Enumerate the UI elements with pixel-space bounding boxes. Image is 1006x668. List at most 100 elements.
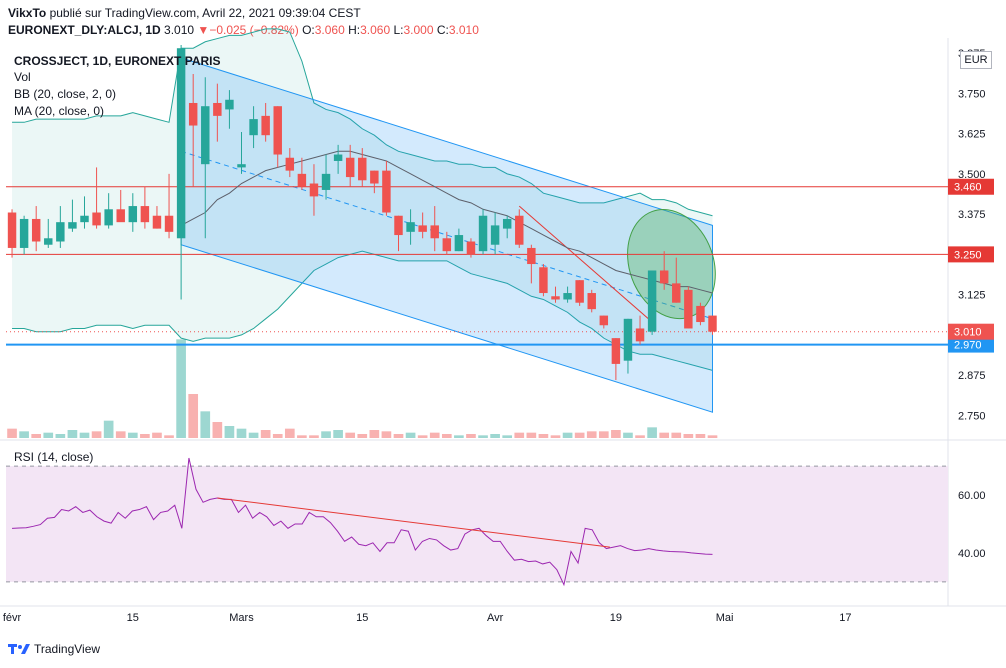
price-tick-label: 3.750 bbox=[958, 88, 986, 100]
level-label-bg-0 bbox=[948, 178, 994, 195]
low-value: 3.000 bbox=[403, 23, 434, 37]
legend-ma[interactable]: MA (20, close, 0) bbox=[14, 104, 105, 118]
volume-bar bbox=[586, 431, 597, 438]
candle-body bbox=[635, 328, 645, 342]
rsi-tick-label: 60.00 bbox=[958, 490, 986, 502]
volume-bar bbox=[550, 435, 561, 438]
rsi-pane: 60.00 40.00 bbox=[6, 457, 986, 587]
candle-body bbox=[394, 215, 403, 236]
channel-midline bbox=[180, 150, 713, 320]
candle-body bbox=[539, 267, 548, 294]
candle-body bbox=[140, 206, 150, 223]
price-tick-label: 3.125 bbox=[958, 290, 986, 302]
volume-bar bbox=[478, 435, 488, 438]
volume-bar bbox=[297, 435, 307, 438]
time-tick-label: Mai bbox=[716, 612, 734, 624]
bollinger-lower-line bbox=[12, 250, 713, 371]
author-name[interactable]: VikxTo bbox=[8, 6, 47, 20]
candle-body bbox=[358, 157, 367, 181]
volume-bar bbox=[454, 435, 464, 438]
candle-body bbox=[659, 270, 669, 284]
volume-bar bbox=[164, 435, 174, 438]
candle-body bbox=[563, 293, 572, 300]
price-tick-label: 3.500 bbox=[958, 169, 986, 181]
candle-body bbox=[515, 215, 524, 245]
candle-body bbox=[370, 170, 379, 184]
time-tick-label: Avr bbox=[487, 612, 504, 624]
currency-badge[interactable]: EUR bbox=[960, 51, 992, 69]
candle-body bbox=[466, 241, 476, 255]
candle-body bbox=[551, 296, 560, 300]
candle-body bbox=[7, 212, 17, 248]
main-pane: 3.4603.2502.9703.0103.8753.7503.6253.500… bbox=[0, 28, 1006, 607]
candle-body bbox=[176, 48, 186, 239]
volume-bar bbox=[272, 434, 283, 438]
volume-bar bbox=[466, 434, 476, 438]
volume-bar bbox=[381, 431, 392, 438]
volume-bar bbox=[7, 428, 17, 438]
candle-body bbox=[164, 215, 174, 232]
symbol[interactable]: EURONEXT_DLY:ALCJ, 1D bbox=[8, 23, 161, 37]
legend-bb[interactable]: BB (20, close, 2, 0) bbox=[14, 87, 117, 101]
volume-bar bbox=[152, 432, 162, 438]
volume-bar bbox=[502, 435, 513, 438]
volume-bar bbox=[55, 434, 66, 438]
candle-body bbox=[454, 235, 464, 252]
rsi-trendline bbox=[217, 497, 610, 548]
volume-bar bbox=[91, 431, 102, 438]
open-value: 3.060 bbox=[314, 23, 345, 37]
volume-bar bbox=[200, 411, 211, 438]
volume-bar bbox=[127, 432, 138, 438]
level-label-bg-2 bbox=[948, 336, 994, 353]
candle-body bbox=[623, 318, 633, 361]
volume-bar bbox=[417, 435, 428, 438]
candle-body bbox=[56, 222, 65, 242]
candle-body bbox=[478, 215, 488, 252]
candle-body bbox=[104, 209, 113, 226]
candle-body bbox=[382, 170, 391, 213]
legend-vol[interactable]: Vol bbox=[14, 70, 31, 84]
candle-body bbox=[611, 338, 621, 364]
candle-body bbox=[502, 218, 512, 229]
volume-bar bbox=[659, 432, 670, 438]
price-tick-label: 2.875 bbox=[958, 370, 986, 382]
volume-bar bbox=[115, 431, 126, 438]
level-label-1: 3.250 bbox=[954, 249, 982, 261]
volume-bar bbox=[623, 432, 633, 438]
footer-brand[interactable]: TradingView bbox=[8, 642, 100, 656]
rsi-tick-label: 40.00 bbox=[958, 548, 986, 560]
time-tick-label: 15 bbox=[356, 612, 368, 624]
legend-title[interactable]: CROSSJECT, 1D, EURONEXT PARIS bbox=[14, 54, 221, 68]
candle-body bbox=[261, 115, 270, 136]
candle-body bbox=[490, 225, 500, 245]
moving-average-line bbox=[180, 150, 713, 294]
candle-body bbox=[406, 222, 415, 232]
candle-body bbox=[696, 305, 705, 323]
candle-body bbox=[44, 238, 53, 245]
symbol-header: EURONEXT_DLY:ALCJ, 1D 3.010 ▼−0.025 (−0.… bbox=[8, 23, 479, 37]
volume-bar bbox=[514, 432, 525, 438]
volume-bar bbox=[369, 430, 380, 438]
volume-bar bbox=[31, 434, 42, 438]
volume-bar bbox=[248, 432, 259, 438]
time-tick-label: Mars bbox=[229, 612, 254, 624]
candle-body bbox=[237, 164, 246, 168]
volume-bar bbox=[405, 432, 416, 438]
volume-bar bbox=[683, 434, 694, 438]
volume-bar bbox=[260, 430, 271, 438]
candle-body bbox=[418, 225, 427, 232]
level-label-0: 3.460 bbox=[954, 182, 982, 194]
time-tick-label: févr bbox=[3, 612, 22, 624]
candle-body bbox=[309, 183, 319, 197]
volume-bar bbox=[309, 435, 319, 438]
candle-body bbox=[249, 119, 258, 136]
time-tick-label: 17 bbox=[839, 612, 851, 624]
candle-body bbox=[92, 212, 101, 226]
candle-body bbox=[188, 102, 198, 126]
level-label-bg-1 bbox=[948, 246, 994, 263]
legend-rsi[interactable]: RSI (14, close) bbox=[14, 450, 94, 464]
volume-bar bbox=[333, 430, 343, 438]
candle-body bbox=[152, 215, 162, 229]
high-label: H: bbox=[348, 23, 361, 37]
